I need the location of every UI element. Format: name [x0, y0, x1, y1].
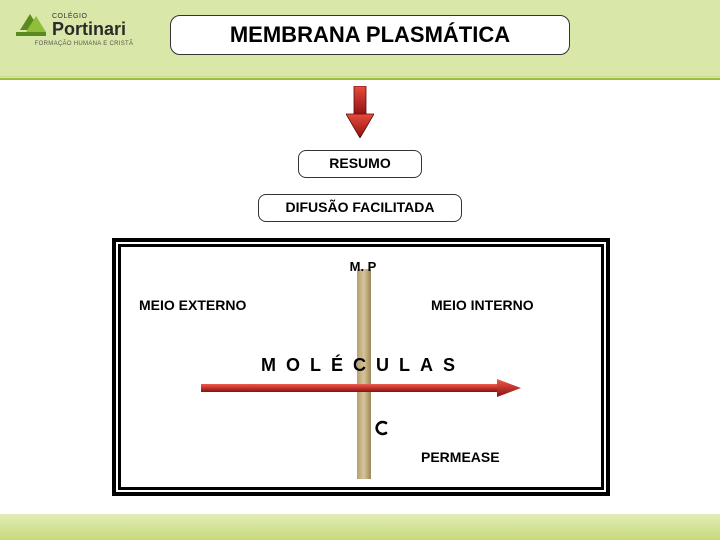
permease-c-icon [373, 419, 389, 436]
slide: COLÉGIO Portinari FORMAÇÃO HUMANA E CRIS… [0, 0, 720, 540]
logo-mark-icon [14, 10, 48, 40]
logo-big-text: Portinari [52, 20, 126, 38]
footer-band [0, 514, 720, 540]
resumo-text: RESUMO [329, 155, 390, 171]
resumo-box: RESUMO [298, 150, 422, 178]
title-box: MEMBRANA PLASMÁTICA [170, 15, 570, 55]
logo-tagline: FORMAÇÃO HUMANA E CRISTÃ [14, 41, 154, 47]
mp-label: M. P [341, 259, 385, 274]
moleculas-arrow-icon [201, 379, 521, 397]
permease-label: PERMEASE [421, 449, 500, 465]
difusao-box: DIFUSÃO FACILITADA [258, 194, 462, 222]
meio-interno-label: MEIO INTERNO [431, 297, 534, 313]
down-arrow-icon [346, 86, 374, 138]
title-text: MEMBRANA PLASMÁTICA [230, 22, 510, 47]
header-divider [0, 78, 720, 80]
meio-externo-label: MEIO EXTERNO [139, 297, 246, 313]
moleculas-label: MOLÉCULAS [121, 355, 605, 376]
header-divider-light [0, 76, 720, 77]
logo: COLÉGIO Portinari FORMAÇÃO HUMANA E CRIS… [14, 10, 154, 47]
diagram-content: M. P MEIO EXTERNO MEIO INTERNO MOLÉCULAS [121, 247, 601, 487]
diagram-frame: M. P MEIO EXTERNO MEIO INTERNO MOLÉCULAS [112, 238, 610, 496]
difusao-text: DIFUSÃO FACILITADA [285, 199, 434, 215]
